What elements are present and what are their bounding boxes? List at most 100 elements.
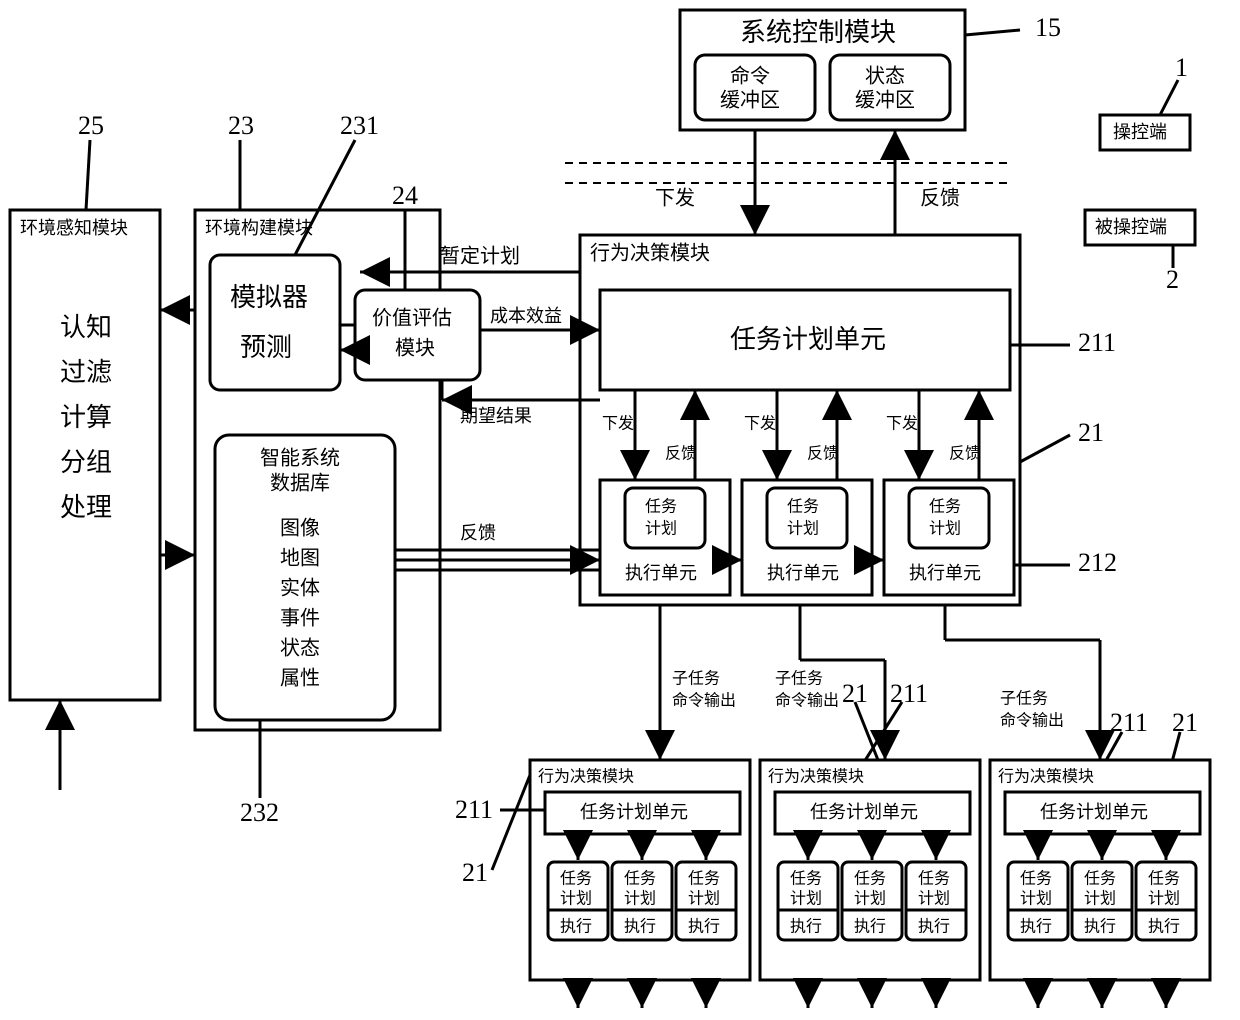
- subtask-out-3: 子任务 命令输出: [945, 605, 1100, 760]
- svg-text:计算: 计算: [60, 403, 112, 432]
- callout-25: 25: [78, 111, 104, 140]
- svg-text:任务: 任务: [787, 498, 819, 516]
- svg-text:行为决策模块: 行为决策模块: [768, 768, 864, 786]
- exec-unit-3: 任务 计划 执行单元: [884, 480, 1014, 595]
- svg-text:子任务: 子任务: [775, 670, 823, 688]
- svg-text:计划: 计划: [929, 520, 961, 538]
- svg-text:任务: 任务: [854, 870, 886, 888]
- behavior-module-M: 行为决策模块 任务计划单元 任务计划 执行 任务计划 执行 任务计划 执行: [760, 760, 980, 1008]
- svg-text:缓冲区: 缓冲区: [855, 89, 915, 112]
- callout-23: 23: [228, 111, 254, 140]
- svg-text:执行: 执行: [1020, 918, 1052, 936]
- exec-unit-1: 任务 计划 执行单元: [600, 480, 730, 595]
- svg-text:任务: 任务: [645, 498, 677, 516]
- svg-text:行为决策模块: 行为决策模块: [538, 768, 634, 786]
- svg-text:图像: 图像: [280, 517, 320, 540]
- svg-text:执行单元: 执行单元: [909, 563, 981, 583]
- svg-text:执行: 执行: [560, 918, 592, 936]
- svg-text:任务: 任务: [1148, 870, 1180, 888]
- svg-text:任务计划单元: 任务计划单元: [730, 325, 886, 354]
- controlled-end-label: 被操控端: [1095, 217, 1167, 237]
- svg-text:命令输出: 命令输出: [775, 692, 839, 710]
- behavior-decision-title: 行为决策模块: [590, 242, 710, 265]
- svg-text:价值评估: 价值评估: [372, 307, 452, 330]
- svg-text:任务计划单元: 任务计划单元: [810, 802, 918, 822]
- svg-text:事件: 事件: [280, 607, 320, 630]
- subtask-out-1: 子任务 命令输出: [660, 605, 736, 760]
- svg-text:任务: 任务: [688, 870, 720, 888]
- svg-text:任务: 任务: [790, 870, 822, 888]
- callout-211L: 211: [455, 795, 493, 824]
- svg-text:命令: 命令: [730, 65, 770, 88]
- env-build-title: 环境构建模块: [205, 218, 313, 238]
- svg-text:期望结果: 期望结果: [460, 406, 532, 426]
- svg-text:认知: 认知: [60, 313, 112, 342]
- callout-211r: 211: [1110, 708, 1148, 737]
- svg-text:模块: 模块: [395, 337, 435, 360]
- svg-text:计划: 计划: [645, 520, 677, 538]
- callout-1: 1: [1175, 53, 1188, 82]
- svg-text:反馈: 反馈: [807, 445, 839, 463]
- svg-text:成本效益: 成本效益: [490, 306, 562, 326]
- svg-text:执行单元: 执行单元: [625, 563, 697, 583]
- svg-text:智能系统: 智能系统: [260, 447, 340, 470]
- svg-text:计划: 计划: [790, 890, 822, 908]
- svg-text:计划: 计划: [624, 890, 656, 908]
- svg-text:下发: 下发: [655, 187, 695, 210]
- sys-ctrl-module: 系统控制模块 命令 缓冲区 状态 缓冲区: [680, 10, 965, 130]
- svg-text:任务: 任务: [1020, 870, 1052, 888]
- callout-21L: 21: [462, 858, 488, 887]
- svg-text:任务: 任务: [929, 498, 961, 516]
- svg-text:反馈: 反馈: [920, 187, 960, 210]
- callout-211t: 211: [1078, 328, 1116, 357]
- exec-unit-2: 任务 计划 执行单元: [742, 480, 872, 595]
- svg-text:计划: 计划: [787, 520, 819, 538]
- svg-text:下发: 下发: [602, 415, 634, 433]
- svg-text:下发: 下发: [886, 415, 918, 433]
- callout-212: 212: [1078, 548, 1117, 577]
- behavior-module-R: 行为决策模块 任务计划单元 任务计划 执行 任务计划 执行 任务计划 执行: [990, 760, 1210, 1008]
- callout-24: 24: [392, 181, 418, 210]
- svg-text:执行: 执行: [1148, 918, 1180, 936]
- svg-text:计划: 计划: [854, 890, 886, 908]
- svg-text:处理: 处理: [60, 493, 112, 522]
- callout-15: 15: [1035, 13, 1061, 42]
- svg-text:属性: 属性: [280, 667, 320, 690]
- svg-text:计划: 计划: [1020, 890, 1052, 908]
- svg-text:任务: 任务: [560, 870, 592, 888]
- value-eval-box: [355, 290, 480, 380]
- svg-text:地图: 地图: [280, 547, 320, 570]
- svg-text:执行: 执行: [918, 918, 950, 936]
- sys-ctrl-title: 系统控制模块: [740, 18, 896, 47]
- callout-15-line: [965, 30, 1020, 35]
- behavior-module-L: 行为决策模块 任务计划单元 任务计划 执行 任务计划 执行 任务计划 执行: [530, 760, 750, 1008]
- ctrl-end-label: 操控端: [1113, 122, 1167, 142]
- svg-text:任务计划单元: 任务计划单元: [1040, 802, 1148, 822]
- svg-text:计划: 计划: [918, 890, 950, 908]
- callout-231: 231: [340, 111, 379, 140]
- svg-text:状态: 状态: [865, 65, 905, 88]
- svg-text:执行: 执行: [624, 918, 656, 936]
- svg-text:执行单元: 执行单元: [767, 563, 839, 583]
- svg-text:缓冲区: 缓冲区: [720, 89, 780, 112]
- callout-21t: 21: [1078, 418, 1104, 447]
- svg-text:下发: 下发: [744, 415, 776, 433]
- svg-text:执行: 执行: [688, 918, 720, 936]
- svg-text:行为决策模块: 行为决策模块: [998, 768, 1094, 786]
- svg-text:过滤: 过滤: [60, 358, 112, 387]
- svg-text:命令输出: 命令输出: [672, 692, 736, 710]
- callout-2: 2: [1166, 265, 1179, 294]
- callout-232: 232: [240, 798, 279, 827]
- svg-text:任务: 任务: [918, 870, 950, 888]
- svg-text:实体: 实体: [280, 577, 320, 600]
- env-perception-title: 环境感知模块: [20, 218, 128, 238]
- callout-211m: 211: [890, 679, 928, 708]
- svg-text:计划: 计划: [1148, 890, 1180, 908]
- svg-text:执行: 执行: [790, 918, 822, 936]
- svg-text:预测: 预测: [240, 333, 292, 362]
- svg-text:反馈: 反馈: [460, 523, 496, 543]
- callout-21r: 21: [1172, 708, 1198, 737]
- svg-text:数据库: 数据库: [270, 472, 330, 495]
- svg-text:任务: 任务: [624, 870, 656, 888]
- svg-text:计划: 计划: [1084, 890, 1116, 908]
